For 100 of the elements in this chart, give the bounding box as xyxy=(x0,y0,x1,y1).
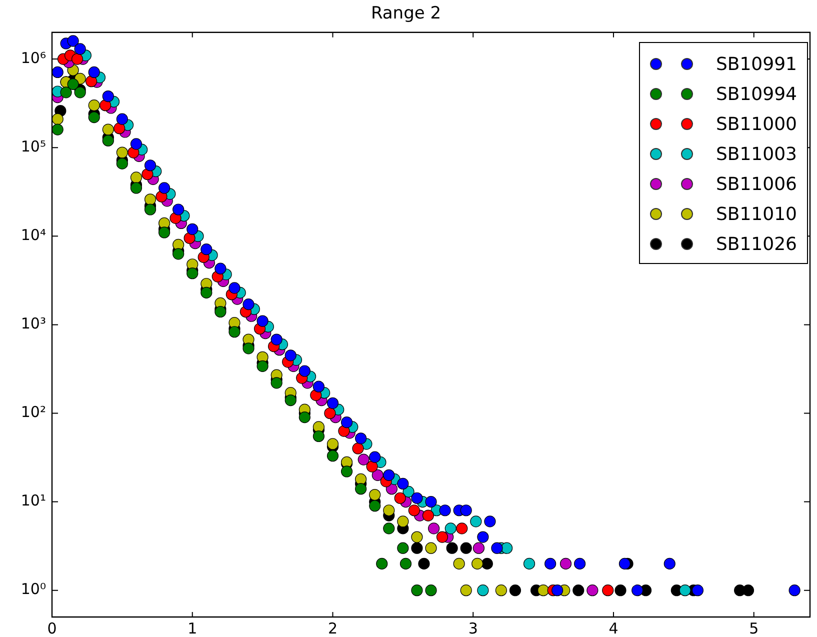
point xyxy=(142,168,154,180)
legend-label: SB11003 xyxy=(716,144,797,165)
point xyxy=(397,516,409,528)
legend-label: SB11000 xyxy=(716,114,797,135)
point xyxy=(372,469,384,481)
point xyxy=(52,113,64,125)
point xyxy=(144,194,156,206)
point xyxy=(130,172,142,184)
legend-label: SB11026 xyxy=(716,234,797,255)
point xyxy=(692,584,704,596)
point xyxy=(460,584,472,596)
point xyxy=(742,584,754,596)
x-tick-label: 3 xyxy=(468,619,478,637)
y-tick-label: 10⁶ xyxy=(20,48,46,67)
point xyxy=(88,66,100,78)
y-tick-label: 10² xyxy=(20,403,46,422)
point xyxy=(86,76,98,88)
point xyxy=(242,298,254,310)
point xyxy=(130,182,142,194)
point xyxy=(422,510,434,522)
point xyxy=(425,584,437,596)
point xyxy=(509,584,522,596)
point xyxy=(74,43,86,55)
point xyxy=(67,35,79,47)
point xyxy=(186,268,198,280)
x-tick-label: 0 xyxy=(47,619,57,637)
point xyxy=(114,122,126,134)
point xyxy=(116,158,128,170)
point xyxy=(102,124,114,136)
point xyxy=(358,454,370,466)
point xyxy=(270,334,282,346)
point xyxy=(425,496,437,508)
point xyxy=(172,204,184,216)
point xyxy=(501,542,513,554)
point xyxy=(383,522,395,534)
point xyxy=(369,488,381,501)
legend-label: SB11010 xyxy=(716,204,797,225)
point xyxy=(326,397,339,409)
point xyxy=(242,342,254,354)
point xyxy=(324,407,336,420)
point xyxy=(586,584,598,596)
point xyxy=(397,542,409,554)
point xyxy=(418,558,430,570)
point xyxy=(491,542,503,554)
point xyxy=(453,558,465,570)
point xyxy=(256,360,268,372)
point xyxy=(298,412,310,424)
x-tick-label: 4 xyxy=(608,619,618,637)
point xyxy=(100,100,112,112)
point xyxy=(552,584,564,596)
point xyxy=(618,558,631,570)
point xyxy=(572,584,584,596)
point xyxy=(400,558,412,570)
point xyxy=(184,232,196,244)
point xyxy=(67,78,79,90)
point xyxy=(679,584,691,596)
point xyxy=(369,451,381,463)
point xyxy=(425,542,437,554)
point xyxy=(71,53,84,65)
point xyxy=(446,542,458,554)
y-tick-label: 10⁵ xyxy=(20,137,46,156)
point xyxy=(614,584,626,596)
point xyxy=(312,430,325,442)
legend-label: SB11006 xyxy=(716,174,797,195)
y-tick-label: 10¹ xyxy=(20,492,46,510)
y-tick-label: 10⁰ xyxy=(20,580,46,598)
point xyxy=(544,558,556,570)
point xyxy=(52,124,64,136)
point xyxy=(130,138,142,150)
point xyxy=(460,542,472,554)
point xyxy=(632,584,644,596)
point xyxy=(376,558,388,570)
point xyxy=(411,492,423,504)
point xyxy=(200,244,212,256)
point xyxy=(144,204,156,216)
point xyxy=(284,394,296,406)
point xyxy=(411,542,423,554)
point xyxy=(484,516,496,528)
point xyxy=(88,111,100,124)
point xyxy=(602,584,614,596)
point xyxy=(214,306,226,318)
x-tick-label: 1 xyxy=(188,619,198,637)
point xyxy=(369,500,381,512)
point xyxy=(116,113,128,125)
point xyxy=(523,558,536,570)
point xyxy=(74,86,86,98)
point xyxy=(116,146,128,158)
point xyxy=(411,584,423,596)
point xyxy=(383,469,395,481)
point xyxy=(60,86,72,98)
point xyxy=(144,160,156,172)
x-tick-label: 5 xyxy=(749,619,759,637)
y-tick-label: 10³ xyxy=(20,314,46,333)
point xyxy=(574,558,586,570)
point xyxy=(352,442,364,454)
point xyxy=(228,282,240,294)
point xyxy=(408,504,420,516)
point xyxy=(52,66,64,78)
point xyxy=(270,377,282,389)
point xyxy=(411,531,423,543)
